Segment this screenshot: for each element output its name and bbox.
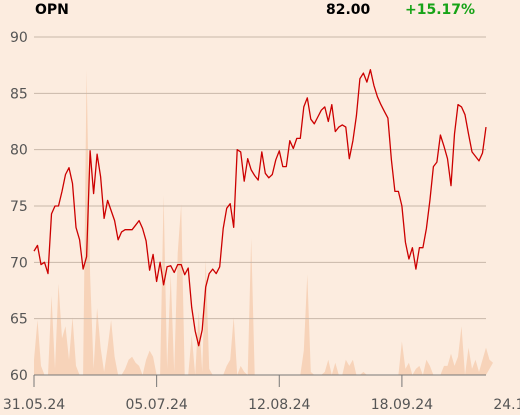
y-tick-label: 85: [10, 86, 28, 102]
x-tick-label: 18.09.24: [371, 397, 433, 413]
y-tick-label: 70: [10, 255, 28, 271]
y-tick-label: 90: [10, 30, 28, 46]
last-price: 82.00: [326, 2, 371, 18]
y-tick-label: 65: [10, 312, 28, 328]
price-line-layer: [33, 69, 487, 347]
y-tick-label: 60: [10, 368, 28, 384]
y-tick-label: 80: [10, 143, 28, 159]
gridlines: [34, 36, 486, 376]
volume-area-layer: [34, 70, 493, 375]
price-line: [33, 69, 487, 347]
x-tick-label: 31.05.24: [3, 397, 65, 413]
y-axis-labels: 60 65 70 75 80 85 90: [10, 30, 28, 384]
ticker-symbol: OPN: [35, 2, 69, 18]
x-axis: 31.05.24 05.07.24 12.08.24 18.09.24 24.10.24…: [3, 374, 520, 413]
volume-area: [34, 70, 493, 375]
price-change-percent: +15.17%: [405, 2, 476, 18]
x-tick-label: 24.10.24: [493, 397, 520, 413]
y-tick-label: 75: [10, 199, 28, 215]
x-tick-label: 05.07.24: [125, 397, 187, 413]
x-tick-label: 12.08.24: [248, 397, 310, 413]
